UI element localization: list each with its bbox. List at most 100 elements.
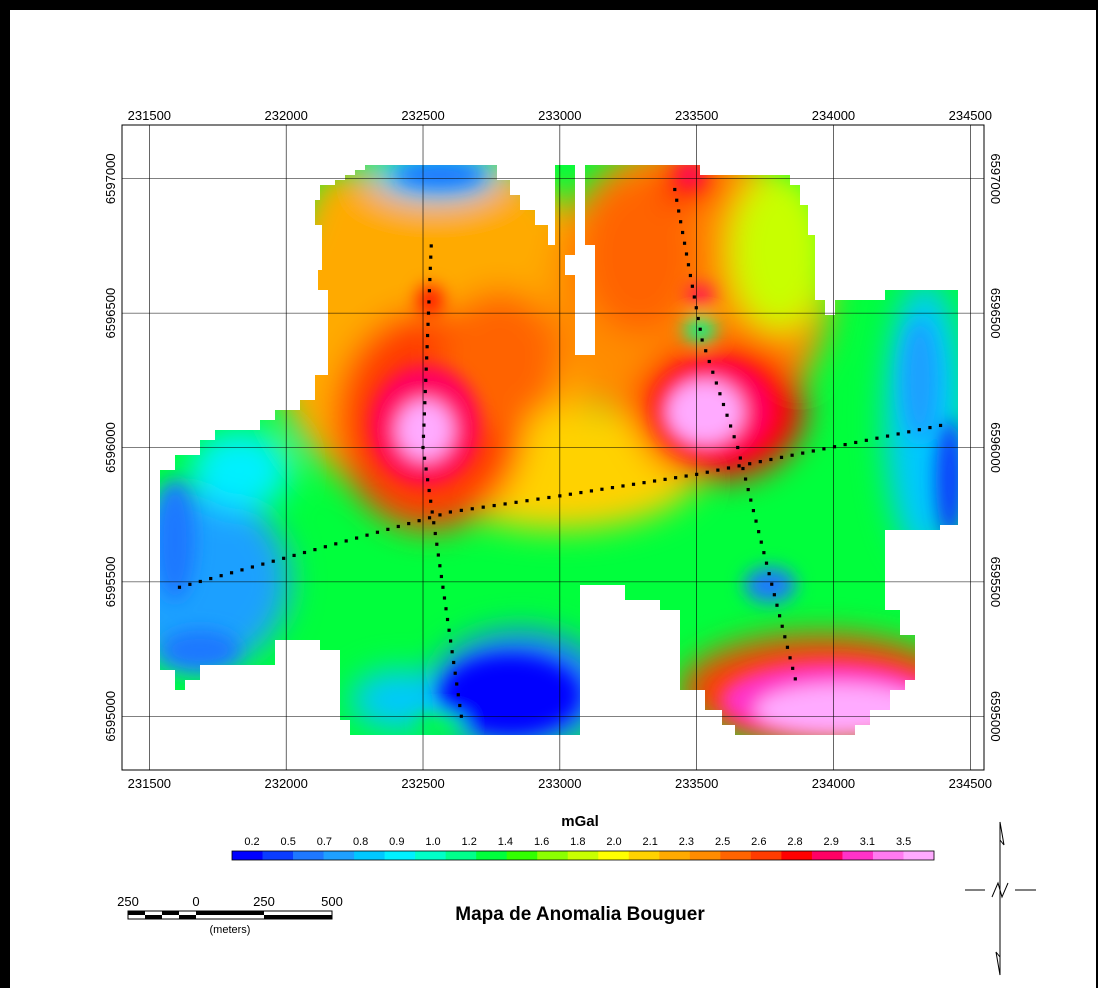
colorbar-swatch: [812, 851, 843, 860]
profile-station: [514, 501, 517, 504]
profile-station: [865, 439, 868, 442]
x-tick-bottom-label: 233500: [675, 776, 718, 791]
x-tick-bottom-label: 233000: [538, 776, 581, 791]
scale-label-1: 0: [192, 894, 199, 909]
y-tick-left-label: 6596500: [103, 288, 118, 339]
profile-station: [434, 532, 437, 535]
profile-station: [579, 491, 582, 494]
colorbar-label: 1.4: [498, 836, 513, 848]
colorbar-swatch: [293, 851, 324, 860]
x-tick-bottom-label: 231500: [128, 776, 171, 791]
profile-station: [220, 574, 223, 577]
profile-station: [428, 289, 431, 292]
profile-station: [569, 493, 572, 496]
profile-station: [691, 285, 694, 288]
profile-station: [611, 486, 614, 489]
colorbar-label: 2.0: [606, 836, 621, 848]
profile-station: [833, 445, 836, 448]
profile-station: [324, 545, 327, 548]
profile-station: [443, 596, 446, 599]
x-tick-top-label: 234500: [949, 108, 992, 123]
profile-station: [693, 295, 696, 298]
profile-station: [251, 565, 254, 568]
profile-station: [715, 381, 718, 384]
profile-station: [590, 489, 593, 492]
y-tick-left-label: 6595000: [103, 691, 118, 742]
colorbar-swatch: [659, 851, 690, 860]
profile-station: [773, 593, 776, 596]
colorbar-label: 2.3: [679, 836, 694, 848]
profile-station: [423, 401, 426, 404]
profile-station: [440, 575, 443, 578]
profile-station: [426, 478, 429, 481]
profile-station: [435, 543, 438, 546]
profile-station: [757, 530, 760, 533]
profile-station: [722, 403, 725, 406]
profile-station: [428, 489, 431, 492]
y-axis-right-labels: 65970006596500659600065955006595000: [988, 153, 1003, 741]
colorbar-label: 1.2: [462, 836, 477, 848]
profile-station: [424, 390, 427, 393]
profile-station: [457, 693, 460, 696]
profile-station: [786, 646, 789, 649]
profile-station: [449, 510, 452, 513]
x-tick-top-label: 232500: [401, 108, 444, 123]
colorbar-label: 0.8: [353, 836, 368, 848]
profile-station: [775, 604, 778, 607]
colorbar-label: 0.7: [317, 836, 332, 848]
profile-station: [685, 252, 688, 255]
colorbar-label: 0.2: [244, 836, 259, 848]
profile-station: [736, 446, 739, 449]
profile-station: [345, 539, 348, 542]
y-tick-right-label: 6596000: [988, 422, 1003, 473]
profile-station: [697, 317, 700, 320]
profile-station: [558, 494, 561, 497]
profile-station: [504, 502, 507, 505]
profile-station: [429, 256, 432, 259]
profile-station: [431, 510, 434, 513]
profile-station: [209, 577, 212, 580]
profile-station: [725, 414, 728, 417]
x-tick-top-label: 232000: [264, 108, 307, 123]
profile-station: [447, 629, 450, 632]
profile-station: [600, 488, 603, 491]
scale-label-3: 500: [321, 894, 343, 909]
profile-station: [427, 312, 430, 315]
profile-station: [376, 531, 379, 534]
profile-station: [426, 334, 429, 337]
profile-station: [812, 449, 815, 452]
profile-station: [397, 525, 400, 528]
profile-station: [425, 356, 428, 359]
profile-station: [421, 446, 424, 449]
profile-station: [424, 467, 427, 470]
profile-station: [765, 562, 768, 565]
x-tick-top-label: 233000: [538, 108, 581, 123]
profile-station: [428, 278, 431, 281]
colorbar-label: 0.5: [281, 836, 296, 848]
profile-station: [423, 457, 426, 460]
colorbar-label: 2.9: [824, 836, 839, 848]
y-tick-right-label: 6595500: [988, 557, 1003, 608]
profile-station: [422, 435, 425, 438]
profile-station: [788, 656, 791, 659]
profile-station: [418, 519, 421, 522]
profile-station: [737, 464, 740, 467]
colorbar-label: 2.6: [751, 836, 766, 848]
profile-station: [748, 462, 751, 465]
profile-station: [663, 478, 666, 481]
profile-station: [733, 435, 736, 438]
profile-station: [749, 498, 752, 501]
profile-station: [438, 513, 441, 516]
profile-station: [423, 412, 426, 415]
profile-station: [681, 231, 684, 234]
profile-station: [711, 371, 714, 374]
profile-station: [407, 522, 410, 525]
scale-unit: (meters): [210, 924, 251, 936]
colorbar-swatch: [629, 851, 660, 860]
profile-station: [446, 618, 449, 621]
profile-station: [770, 583, 773, 586]
colorbar-label: 3.1: [860, 836, 875, 848]
profile-station: [781, 625, 784, 628]
colorbar-label: 1.8: [570, 836, 585, 848]
profile-station: [428, 516, 431, 519]
